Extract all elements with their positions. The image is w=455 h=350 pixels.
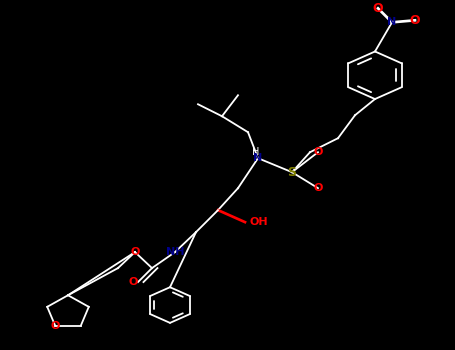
Text: O: O bbox=[313, 147, 323, 157]
Text: H: H bbox=[252, 147, 259, 157]
Text: OH: OH bbox=[249, 217, 268, 227]
Text: S: S bbox=[288, 166, 297, 178]
Text: O: O bbox=[313, 183, 323, 193]
Text: O: O bbox=[373, 2, 383, 15]
Text: O: O bbox=[129, 277, 138, 287]
Text: O: O bbox=[51, 321, 60, 331]
Text: O: O bbox=[130, 247, 140, 257]
Text: NH: NH bbox=[166, 247, 184, 257]
Text: O: O bbox=[410, 14, 420, 27]
Text: N: N bbox=[387, 17, 397, 27]
Text: N: N bbox=[253, 153, 263, 163]
